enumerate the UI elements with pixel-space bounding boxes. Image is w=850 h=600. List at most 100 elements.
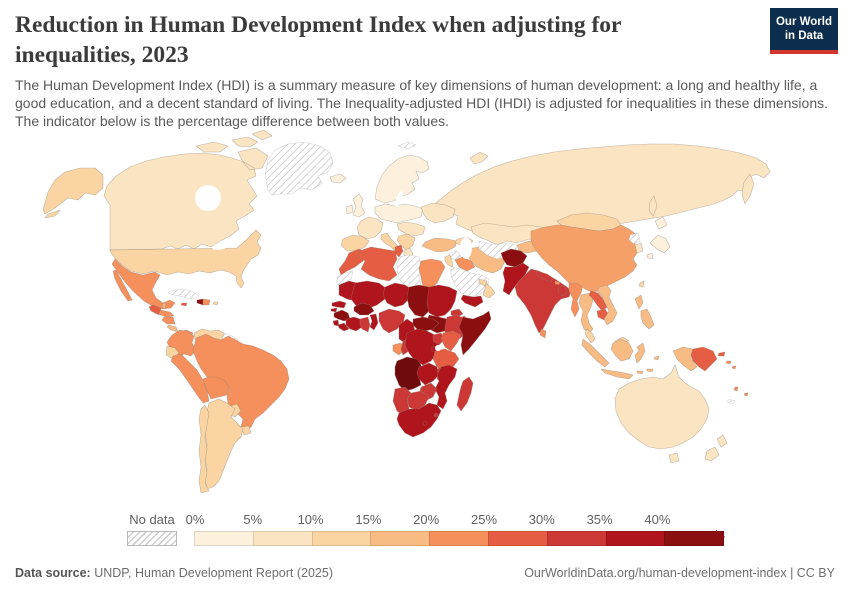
region-brazil[interactable] xyxy=(192,333,290,434)
region-dominican-republic[interactable] xyxy=(202,298,211,306)
region-uruguay[interactable] xyxy=(240,425,252,436)
region-puerto-rico[interactable] xyxy=(212,301,219,306)
region-new-zealand[interactable] xyxy=(704,434,728,462)
region-egypt[interactable] xyxy=(418,258,446,290)
region-uae[interactable] xyxy=(478,278,488,287)
region-burkina-faso[interactable] xyxy=(353,302,375,316)
region-indonesia-islands[interactable] xyxy=(636,355,660,375)
region-mexico[interactable] xyxy=(111,258,176,310)
legend-tick: 15% xyxy=(355,512,382,527)
region-philippines[interactable] xyxy=(634,294,655,330)
region-vietnam[interactable] xyxy=(596,284,618,326)
region-eswatini[interactable] xyxy=(433,412,439,418)
legend-cell[interactable] xyxy=(605,531,666,546)
region-lesotho[interactable] xyxy=(422,420,428,426)
region-japan[interactable] xyxy=(646,216,671,260)
region-borneo-indonesia[interactable] xyxy=(610,338,634,362)
region-oman[interactable] xyxy=(482,282,496,299)
region-south-africa[interactable] xyxy=(396,402,442,438)
legend-cell[interactable] xyxy=(311,531,372,546)
region-niger[interactable] xyxy=(382,282,412,308)
region-western-sahara[interactable] xyxy=(336,270,354,286)
region-ghana[interactable] xyxy=(359,316,371,333)
region-kenya[interactable] xyxy=(440,330,462,352)
region-algeria[interactable] xyxy=(358,246,398,282)
region-thailand[interactable] xyxy=(578,292,594,334)
region-turkey[interactable] xyxy=(421,237,458,253)
region-australia[interactable] xyxy=(614,364,710,464)
region-saudi-arabia[interactable] xyxy=(450,266,490,298)
region-uk[interactable] xyxy=(352,193,366,218)
region-ireland[interactable] xyxy=(345,204,354,215)
region-guatemala[interactable] xyxy=(148,304,162,316)
legend-cell[interactable] xyxy=(487,531,548,546)
region-madagascar[interactable] xyxy=(456,376,474,412)
region-jamaica[interactable] xyxy=(180,302,188,307)
region-sakhalin[interactable] xyxy=(648,195,658,217)
region-belize[interactable] xyxy=(161,302,167,310)
region-fiji[interactable] xyxy=(743,392,749,397)
region-novaya-zemlya[interactable] xyxy=(469,151,489,165)
region-czech-hungary-romania[interactable] xyxy=(396,221,426,237)
region-zambia[interactable] xyxy=(416,362,440,386)
region-usa[interactable] xyxy=(109,229,262,289)
legend-cell[interactable] xyxy=(194,531,254,546)
region-canada[interactable] xyxy=(103,129,273,251)
region-yemen[interactable] xyxy=(460,294,484,308)
region-papua-new-guinea[interactable] xyxy=(690,346,726,372)
region-peru[interactable] xyxy=(170,353,210,404)
region-cote-divoire[interactable] xyxy=(345,316,363,332)
region-vanuatu[interactable] xyxy=(733,386,739,392)
legend-no-data-swatch[interactable] xyxy=(127,531,177,546)
region-bhutan[interactable] xyxy=(554,280,561,286)
region-guinea-bissau[interactable] xyxy=(330,307,338,313)
region-java[interactable] xyxy=(600,368,634,380)
region-sulawesi[interactable] xyxy=(634,342,646,364)
region-senegal[interactable] xyxy=(331,300,347,309)
region-sumatra[interactable] xyxy=(581,338,610,368)
legend-cell[interactable] xyxy=(429,531,489,546)
legend-cell[interactable] xyxy=(252,531,313,546)
region-papua-indonesia[interactable] xyxy=(672,346,698,372)
region-iberia[interactable] xyxy=(340,234,370,252)
region-haiti[interactable] xyxy=(196,298,204,306)
legend-cell[interactable] xyxy=(546,531,607,546)
region-ukraine-belarus[interactable] xyxy=(420,202,456,224)
region-bangladesh[interactable] xyxy=(557,285,568,297)
owid-logo[interactable]: Our World in Data xyxy=(770,8,838,54)
region-chile[interactable] xyxy=(198,404,210,494)
region-liberia[interactable] xyxy=(337,322,350,332)
region-togo-benin[interactable] xyxy=(369,313,379,331)
region-france[interactable] xyxy=(356,216,384,240)
region-solomon-islands[interactable] xyxy=(725,360,737,370)
region-honduras[interactable] xyxy=(158,309,175,318)
region-iceland[interactable] xyxy=(329,173,347,184)
region-somalia[interactable] xyxy=(458,310,492,356)
region-alaska[interactable] xyxy=(42,167,104,219)
region-svalbard[interactable] xyxy=(397,141,417,150)
region-central-europe[interactable] xyxy=(374,203,424,224)
legend-cell[interactable] xyxy=(370,531,431,546)
region-costa-rica[interactable] xyxy=(166,324,179,333)
region-greenland[interactable] xyxy=(264,141,334,196)
region-eritrea[interactable] xyxy=(450,308,464,318)
region-nepal[interactable] xyxy=(536,270,554,283)
region-china[interactable] xyxy=(530,224,638,294)
footer-link[interactable]: OurWorldinData.org/human-development-ind… xyxy=(524,566,835,580)
region-cuba[interactable] xyxy=(167,288,200,300)
region-north-korea[interactable] xyxy=(628,232,641,245)
region-taiwan[interactable] xyxy=(638,280,645,288)
region-argentina[interactable] xyxy=(204,398,244,490)
region-nicaragua[interactable] xyxy=(161,316,176,325)
region-central-african-republic[interactable] xyxy=(412,316,440,332)
region-sudan[interactable] xyxy=(426,284,458,318)
region-kamchatka[interactable] xyxy=(741,173,755,205)
region-angola[interactable] xyxy=(394,356,422,392)
region-mali[interactable] xyxy=(350,280,388,310)
region-sri-lanka[interactable] xyxy=(539,328,547,339)
region-south-korea[interactable] xyxy=(634,242,644,254)
region-new-caledonia[interactable] xyxy=(726,398,736,405)
region-tunisia[interactable] xyxy=(394,244,404,258)
region-israel-jordan[interactable] xyxy=(444,254,454,268)
region-mozambique[interactable] xyxy=(434,364,458,410)
